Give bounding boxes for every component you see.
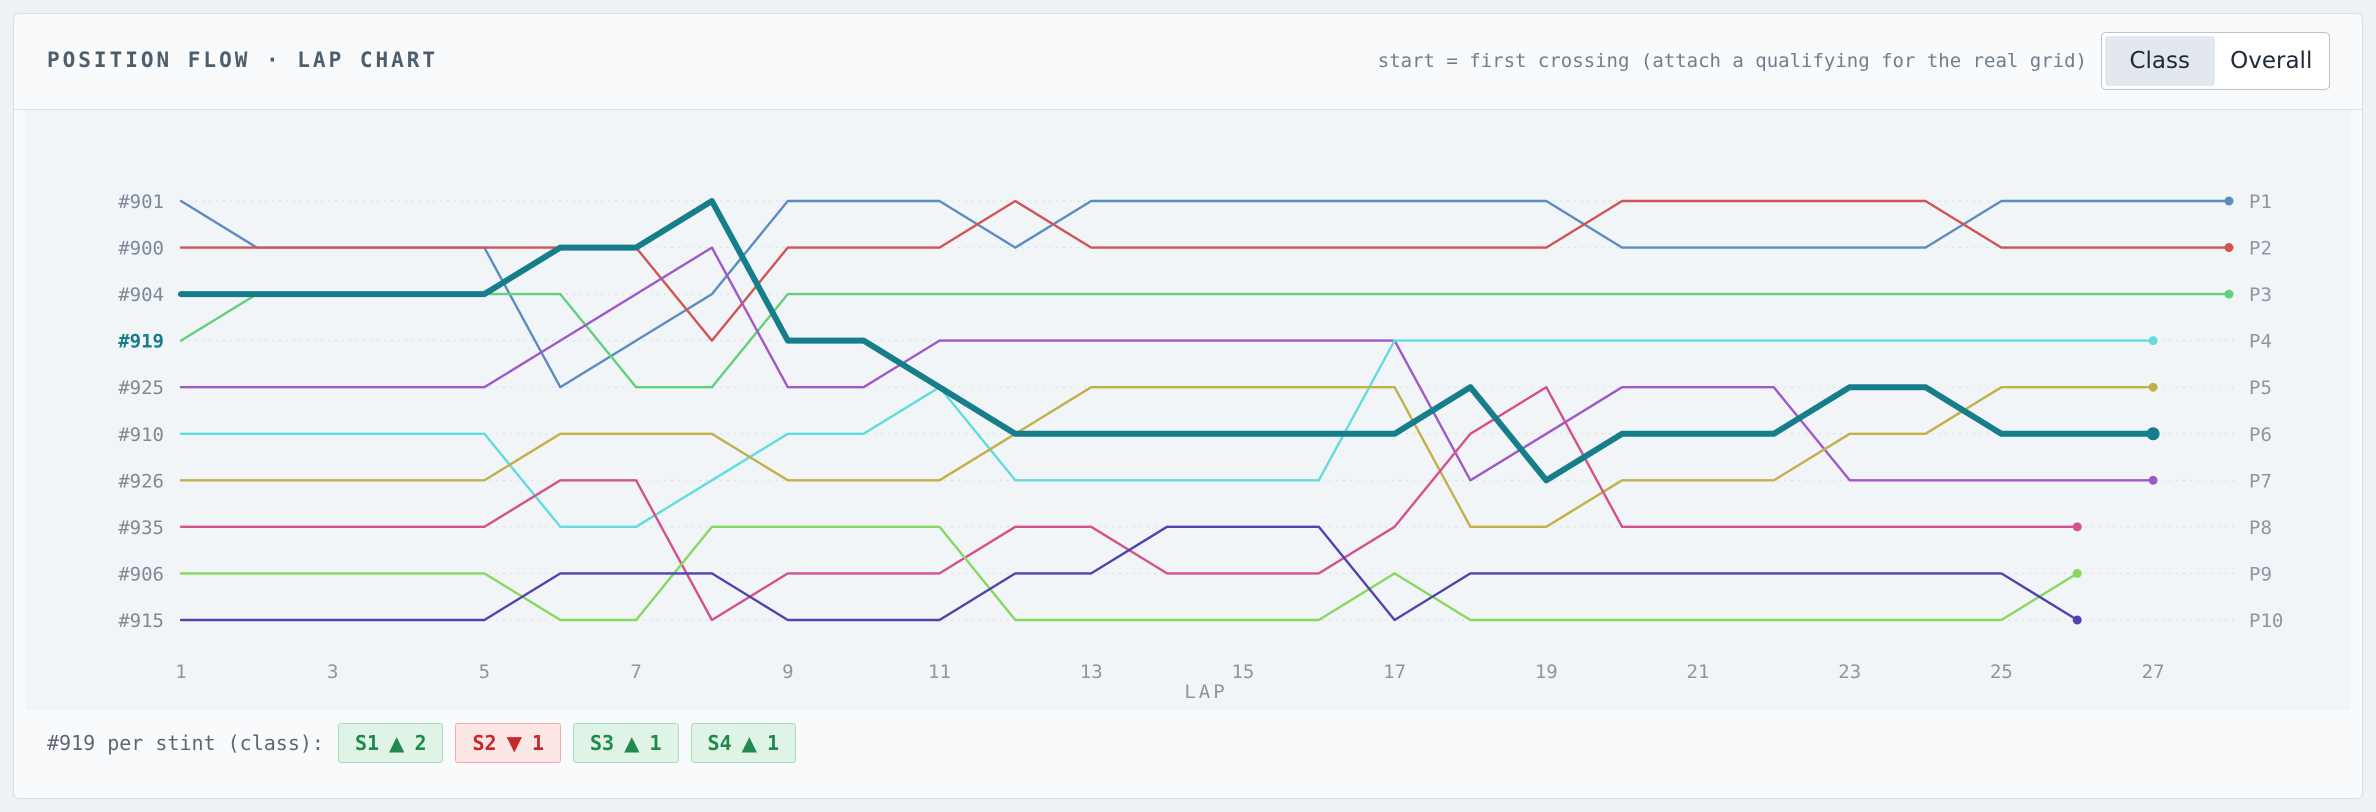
series-end-point xyxy=(2148,382,2158,392)
x-tick-label: 9 xyxy=(782,661,793,683)
x-tick-label: 13 xyxy=(1080,661,1103,683)
series-end-point xyxy=(2148,336,2158,346)
y-right-label: P5 xyxy=(2249,377,2272,399)
arrow-up-icon: ▲ xyxy=(624,731,640,755)
y-left-label: #910 xyxy=(118,424,164,446)
x-tick-label: 11 xyxy=(928,661,951,683)
toggle-overall[interactable]: Overall xyxy=(2230,48,2313,74)
stint-name: S1 xyxy=(354,731,380,755)
series-end-point xyxy=(2224,243,2234,253)
stint-chip-s1: S1 ▲ 2 xyxy=(337,723,444,763)
toggle-class[interactable]: Class xyxy=(2105,36,2215,86)
stint-chip-s4: S4 ▲ 1 xyxy=(690,723,797,763)
y-left-label: #915 xyxy=(118,610,164,632)
x-tick-label: 3 xyxy=(327,661,338,683)
x-tick-label: 15 xyxy=(1231,661,1254,683)
stint-summary: #919 per stint (class): S1 ▲ 2 S2 ▼ 1 S3 ▲ 1 S4 ▲ 1 xyxy=(47,723,797,763)
series-line-925 xyxy=(179,246,2155,482)
y-right-label: P4 xyxy=(2249,331,2272,353)
y-right-label: P3 xyxy=(2249,284,2272,306)
y-left-label: #904 xyxy=(118,284,164,306)
stint-name: S4 xyxy=(707,731,732,755)
stint-change: 2 xyxy=(414,731,427,755)
series-line-900 xyxy=(179,199,2231,342)
y-left-label: #901 xyxy=(118,191,164,213)
x-tick-label: 25 xyxy=(1990,661,2013,683)
series-line-915 xyxy=(179,525,2079,622)
stint-change: 1 xyxy=(767,731,780,755)
x-tick-label: 17 xyxy=(1383,661,1406,683)
series-end-point xyxy=(2224,289,2234,299)
y-right-label: P10 xyxy=(2249,610,2283,632)
stint-change: 1 xyxy=(531,731,545,755)
y-right-label: P9 xyxy=(2249,563,2272,585)
arrow-down-icon: ▼ xyxy=(506,731,522,755)
y-right-label: P8 xyxy=(2249,517,2272,539)
series-end-point xyxy=(2146,427,2160,441)
y-left-label: #926 xyxy=(118,470,164,492)
arrow-up-icon: ▲ xyxy=(389,731,405,755)
x-tick-label: 23 xyxy=(1838,661,1861,683)
y-left-label: #919 xyxy=(118,331,164,353)
card-header: POSITION FLOW · LAP CHART start = first … xyxy=(14,14,2362,110)
stint-chip-s2: S2 ▼ 1 xyxy=(455,723,562,763)
series-end-point xyxy=(2072,615,2082,625)
stint-name: S2 xyxy=(472,731,497,755)
x-tick-label: 21 xyxy=(1687,661,1710,683)
y-right-label: P2 xyxy=(2249,238,2272,260)
series-line-901 xyxy=(179,199,2231,389)
series-line-926 xyxy=(179,386,2155,528)
stint-chip-s3: S3 ▲ 1 xyxy=(573,723,679,763)
x-tick-label: 1 xyxy=(175,661,186,683)
series-end-point xyxy=(2072,568,2082,578)
arrow-up-icon: ▲ xyxy=(741,731,758,755)
x-tick-label: 19 xyxy=(1535,661,1558,683)
y-left-label: #900 xyxy=(118,238,164,260)
class-overall-toggle: Class Overall xyxy=(2101,32,2330,90)
stint-chips: S1 ▲ 2 S2 ▼ 1 S3 ▲ 1 S4 ▲ 1 xyxy=(337,723,797,763)
x-tick-label: 5 xyxy=(479,661,490,683)
series-line-906 xyxy=(179,525,2079,622)
x-axis-label: LAP xyxy=(1184,681,1227,703)
stint-summary-label: #919 per stint (class): xyxy=(47,731,324,755)
y-right-label: P1 xyxy=(2249,191,2272,213)
series-end-point xyxy=(2148,475,2158,485)
series-end-point xyxy=(2224,196,2234,206)
y-right-label: P6 xyxy=(2249,424,2272,446)
y-left-label: #935 xyxy=(118,517,164,539)
x-tick-label: 7 xyxy=(630,661,641,683)
stint-name: S3 xyxy=(590,731,615,755)
series-line-919 xyxy=(178,198,2157,484)
stint-change: 1 xyxy=(649,731,662,755)
y-left-label: #925 xyxy=(118,377,164,399)
series-line-904 xyxy=(179,292,2231,389)
chart-title: POSITION FLOW · LAP CHART xyxy=(47,48,439,72)
y-left-label: #906 xyxy=(118,563,164,585)
y-right-label: P7 xyxy=(2249,470,2272,492)
series-end-point xyxy=(2072,522,2082,532)
start-note: start = first crossing (attach a qualify… xyxy=(1377,50,2087,72)
x-tick-label: 27 xyxy=(2142,661,2165,683)
